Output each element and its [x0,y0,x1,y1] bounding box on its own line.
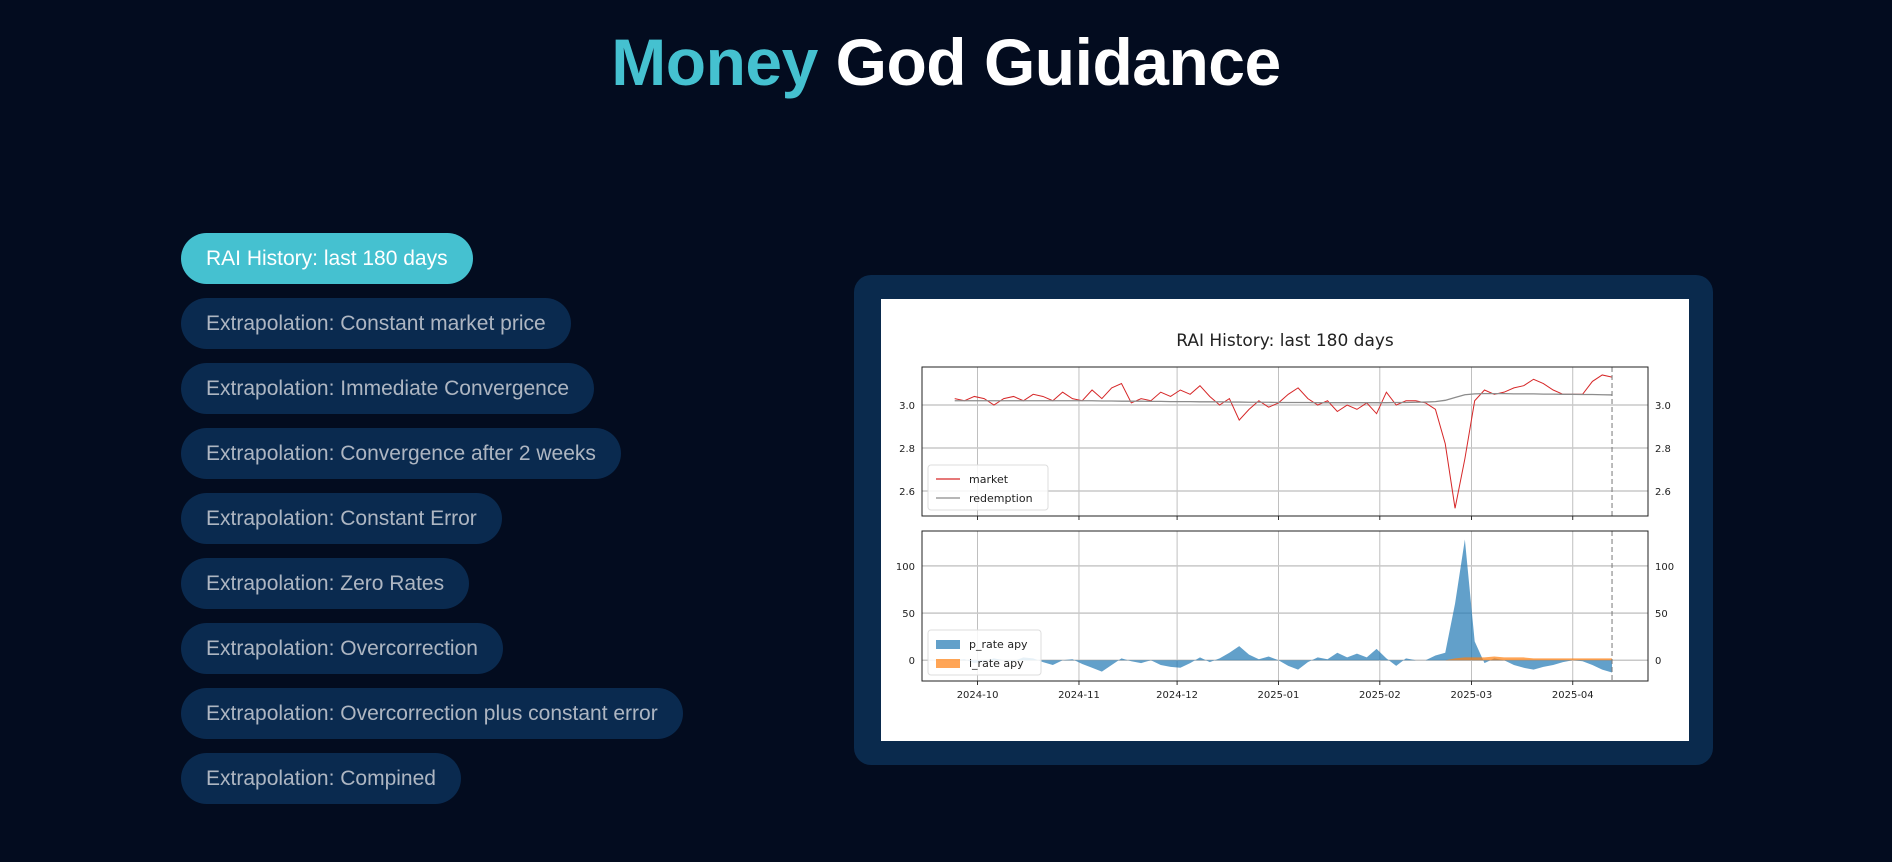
y-tick-label-left: 50 [902,609,915,620]
chart-image: RAI History: last 180 days 2.6 2.6 2.8 2.8 3… [881,299,1689,741]
legend: market redemption [927,464,1049,511]
y-tick-label-left: 0 [909,656,915,667]
y-tick-label-left: 2.6 [899,487,915,498]
legend-label: p_rate apy [969,638,1028,651]
x-tick-label: 2024-12 [1156,690,1198,701]
menu-button-constant-market-price[interactable]: Extrapolation: Constant market price [181,298,571,349]
x-tick-label: 2024-11 [1058,690,1100,701]
legend-box [927,464,1049,511]
y-tick-label-left: 100 [896,562,915,573]
market-line [954,374,1613,509]
y-tick-label-left: 3.0 [899,401,915,412]
legend-label: i_rate apy [969,657,1024,670]
title-rest: God Guidance [835,25,1282,99]
y-tick-label-right: 3.0 [1655,401,1671,412]
x-tick-label: 2025-03 [1451,690,1493,701]
legend-swatch-i_rate [936,659,960,668]
menu-button-combined[interactable]: Extrapolation: Compined [181,753,461,804]
axes-frame [921,366,1649,517]
page-title: Money God Guidance [0,24,1892,100]
y-tick-label-right: 50 [1655,609,1668,620]
x-tick-label: 2025-01 [1258,690,1300,701]
axes-frame [921,530,1649,682]
x-tick-label: 2025-04 [1552,690,1594,701]
menu-button-constant-error[interactable]: Extrapolation: Constant Error [181,493,502,544]
scenario-menu: RAI History: last 180 days Extrapolation… [181,233,683,818]
y-tick-label-right: 0 [1655,656,1661,667]
menu-button-overcorrection[interactable]: Extrapolation: Overcorrection [181,623,503,674]
p_rate-area [954,539,1613,673]
legend-swatch-p_rate [936,640,960,649]
legend-label: market [969,473,1009,486]
menu-button-immediate-convergence[interactable]: Extrapolation: Immediate Convergence [181,363,595,414]
i_rate-area [954,656,1613,661]
x-tick-label: 2024-10 [957,690,999,701]
title-accent: Money [611,25,818,99]
rai-history-chart: RAI History: last 180 days 2.6 2.6 2.8 2.8 3… [896,331,1674,701]
menu-button-overcorrection-constant-error[interactable]: Extrapolation: Overcorrection plus const… [181,688,683,739]
menu-button-convergence-2-weeks[interactable]: Extrapolation: Convergence after 2 weeks [181,428,621,479]
chart-title: RAI History: last 180 days [1176,331,1394,351]
menu-button-zero-rates[interactable]: Extrapolation: Zero Rates [181,558,470,609]
y-tick-label-left: 2.8 [899,444,915,455]
y-tick-label-right: 100 [1655,562,1674,573]
y-tick-label-right: 2.8 [1655,444,1671,455]
y-tick-label-right: 2.6 [1655,487,1671,498]
redemption-line [954,393,1613,404]
chart-panel: RAI History: last 180 days 2.6 2.6 2.8 2.8 3… [854,275,1713,765]
x-tick-label: 2025-02 [1359,690,1401,701]
legend: p_rate apy i_rate apy [927,629,1042,676]
legend-label: redemption [969,492,1033,505]
menu-button-rai-history[interactable]: RAI History: last 180 days [181,233,473,284]
